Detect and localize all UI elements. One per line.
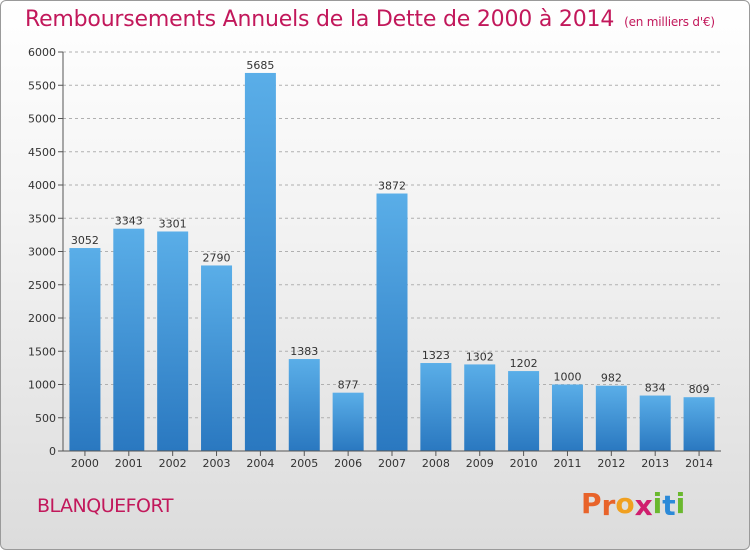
- logo-letter: i: [652, 487, 663, 520]
- x-tick-label: 2001: [115, 457, 143, 470]
- y-tick-label: 2000: [28, 312, 56, 325]
- y-tick-label: 5000: [28, 113, 56, 126]
- x-tick-label: 2003: [203, 457, 231, 470]
- value-label: 1323: [422, 349, 450, 362]
- bar-2012: [595, 385, 627, 451]
- town-name: BLANQUEFORT: [37, 495, 173, 517]
- x-tick-label: 2013: [641, 457, 669, 470]
- value-label: 1383: [290, 345, 318, 358]
- value-label: 1000: [553, 371, 581, 384]
- value-label: 3343: [115, 215, 143, 228]
- x-tick-label: 2004: [246, 457, 274, 470]
- value-label: 982: [601, 372, 622, 385]
- value-label: 5685: [246, 59, 274, 72]
- logo-letter: P: [581, 487, 602, 520]
- logo-letter: t: [662, 489, 676, 522]
- chart-title-text: Remboursements Annuels de la Dette de 20…: [25, 7, 615, 32]
- y-tick-label: 500: [35, 412, 56, 425]
- x-tick-label: 2009: [466, 457, 494, 470]
- value-label: 877: [338, 379, 359, 392]
- x-tick-label: 2005: [290, 457, 318, 470]
- bar-2010: [508, 371, 540, 451]
- x-tick-label: 2014: [685, 457, 713, 470]
- x-tick-label: 2000: [71, 457, 99, 470]
- chart-unit: (en milliers d'€): [624, 15, 715, 29]
- logo-letter: o: [615, 487, 635, 520]
- y-tick-label: 2500: [28, 279, 56, 292]
- chart-title: Remboursements Annuels de la Dette de 20…: [25, 7, 715, 32]
- y-tick-label: 1500: [28, 345, 56, 358]
- bar-2003: [201, 265, 233, 451]
- value-label: 2790: [203, 251, 231, 264]
- logo-letter: i: [675, 487, 686, 520]
- bar-2007: [376, 193, 408, 451]
- x-tick-label: 2008: [422, 457, 450, 470]
- logo-letter: x: [634, 489, 653, 522]
- value-label: 1302: [466, 350, 494, 363]
- x-tick-label: 2011: [553, 457, 581, 470]
- proxiti-logo[interactable]: Proxiti: [581, 487, 686, 522]
- bar-2008: [420, 363, 452, 451]
- x-tick-label: 2012: [597, 457, 625, 470]
- value-label: 834: [645, 382, 666, 395]
- bar-2014: [683, 397, 715, 451]
- bar-2001: [113, 228, 145, 451]
- bar-2013: [639, 395, 671, 451]
- bar-2009: [464, 364, 496, 451]
- bar-2000: [69, 248, 101, 451]
- value-label: 3872: [378, 180, 406, 193]
- y-tick-label: 0: [49, 445, 56, 458]
- y-tick-label: 5500: [28, 79, 56, 92]
- x-tick-label: 2010: [510, 457, 538, 470]
- y-tick-label: 3000: [28, 246, 56, 259]
- bar-2006: [332, 392, 364, 451]
- y-tick-label: 6000: [28, 46, 56, 59]
- y-tick-label: 4000: [28, 179, 56, 192]
- bar-2011: [551, 384, 583, 451]
- bar-2005: [288, 359, 320, 451]
- value-label: 809: [689, 383, 710, 396]
- x-tick-label: 2002: [159, 457, 187, 470]
- y-tick-label: 3500: [28, 212, 56, 225]
- x-tick-label: 2006: [334, 457, 362, 470]
- logo-letter: r: [601, 489, 616, 522]
- y-tick-label: 4500: [28, 146, 56, 159]
- bar-2004: [244, 72, 276, 451]
- x-tick-label: 2007: [378, 457, 406, 470]
- value-label: 3052: [71, 234, 99, 247]
- value-label: 1202: [510, 357, 538, 370]
- y-tick-label: 1000: [28, 379, 56, 392]
- value-label: 3301: [159, 217, 187, 230]
- bar-2002: [157, 231, 189, 451]
